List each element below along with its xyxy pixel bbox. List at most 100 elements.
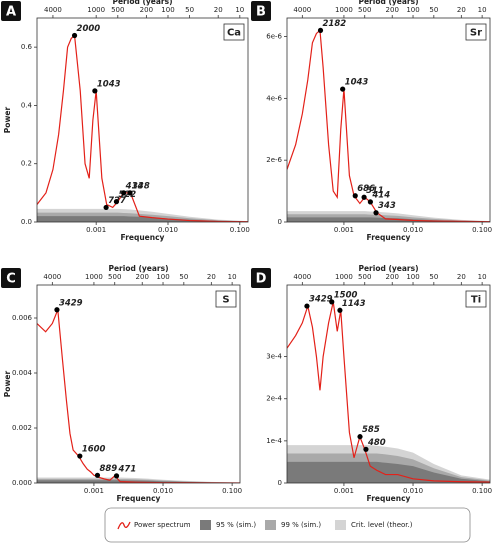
top-tick-label: 500 (358, 273, 371, 281)
top-axis-title: Period (years) (112, 0, 172, 6)
plot-frame (286, 17, 491, 223)
peak-marker (352, 193, 358, 199)
top-tick-label: 10 (478, 6, 487, 14)
top-tick-label: 50 (429, 273, 438, 281)
peak-marker (317, 27, 324, 33)
x-axis-title: Frequency (117, 494, 161, 503)
top-tick-label: 50 (185, 6, 194, 14)
legend-swatch (335, 520, 346, 530)
x-tick-label: 0.010 (153, 487, 173, 495)
top-tick-label: 10 (228, 273, 237, 281)
peak-marker (94, 472, 101, 478)
x-tick-label: 0.100 (472, 226, 492, 234)
panel-label: B (256, 5, 266, 20)
y-tick-label: 0.002 (12, 424, 32, 432)
legend-swatch (200, 520, 211, 530)
panel-badge (251, 268, 271, 288)
top-tick-label: 1000 (85, 273, 103, 281)
panel-badge (251, 1, 271, 21)
top-axis-title: Period (years) (358, 264, 418, 273)
significance-area (287, 461, 490, 483)
top-tick-label: 10 (478, 273, 487, 281)
element-label: S (222, 295, 229, 306)
peak-label: 1043 (97, 79, 121, 89)
y-axis-title: Power (3, 371, 12, 398)
top-tick-label: 4000 (293, 273, 311, 281)
y-tick-label: 0.2 (21, 160, 32, 168)
top-tick-label: 500 (108, 273, 121, 281)
legend-box (104, 507, 471, 543)
y-tick-label: 0.004 (12, 369, 33, 377)
peak-label: 511 (366, 186, 384, 196)
x-tick-label: 0.001 (334, 487, 354, 495)
plot-area (37, 309, 240, 483)
peak-marker (121, 190, 127, 196)
top-tick-label: 50 (429, 6, 438, 14)
top-tick-label: 20 (214, 6, 223, 14)
top-tick-label: 1000 (335, 273, 353, 281)
peak-marker (113, 473, 120, 479)
top-tick-label: 200 (386, 273, 399, 281)
y-tick-label: 2e-4 (266, 395, 282, 403)
x-axis-title: Frequency (367, 233, 411, 242)
peak-label: 889 (99, 464, 117, 474)
spectrum-line (287, 301, 490, 483)
x-tick-label: 0.010 (403, 487, 423, 495)
y-tick-label: 6e-6 (266, 33, 282, 41)
y-tick-label: 0 (278, 218, 282, 226)
x-axis-title: Frequency (367, 494, 411, 503)
top-tick-label: 1000 (335, 6, 353, 14)
peak-label: 3429 (309, 295, 333, 305)
peak-label: 471 (118, 464, 137, 474)
plot-frame (36, 17, 249, 223)
top-tick-label: 100 (406, 273, 419, 281)
y-tick-label: 0.006 (12, 314, 33, 322)
peak-label: 414 (125, 181, 144, 191)
peak-marker (71, 32, 78, 39)
peak-marker (329, 299, 335, 305)
top-tick-label: 4000 (44, 6, 62, 14)
peak-label: 3429 (59, 298, 83, 308)
top-tick-label: 100 (406, 6, 419, 14)
y-tick-label: 2e-6 (266, 156, 282, 164)
top-tick-label: 4000 (43, 273, 61, 281)
y-tick-label: 0.6 (21, 43, 33, 51)
peak-marker (363, 446, 369, 452)
x-axis-title: Frequency (121, 233, 165, 242)
peak-marker (113, 199, 120, 205)
x-tick-label: 0.001 (84, 487, 104, 495)
x-tick-label: 0.010 (403, 226, 423, 234)
top-tick-label: 500 (358, 6, 371, 14)
element-box (465, 290, 487, 308)
top-tick-label: 20 (207, 273, 216, 281)
peak-marker (54, 307, 60, 313)
y-tick-label: 3e-4 (266, 353, 282, 361)
peak-label: 686 (357, 184, 375, 194)
legend-label: 99 % (sim.) (281, 521, 321, 529)
legend-swatch (265, 520, 276, 530)
panel-label: D (256, 272, 267, 287)
panel-label: C (6, 272, 16, 287)
top-tick-label: 200 (136, 273, 149, 281)
peak-label: 480 (367, 438, 386, 448)
element-label: Ti (471, 295, 481, 306)
x-tick-label: 0.100 (472, 487, 492, 495)
x-tick-label: 0.100 (230, 226, 250, 234)
peak-marker (337, 307, 343, 313)
peak-label: 522 (118, 190, 136, 200)
x-tick-label: 0.001 (86, 226, 106, 234)
plot-area (37, 34, 248, 222)
peak-marker (127, 190, 133, 196)
element-label: Sr (470, 28, 482, 39)
top-tick-label: 50 (179, 273, 188, 281)
peak-marker (340, 86, 346, 92)
top-axis-title: Period (years) (358, 0, 418, 6)
top-tick-label: 100 (156, 273, 169, 281)
peak-label: 2182 (323, 19, 347, 29)
top-tick-label: 500 (111, 6, 124, 14)
peak-label: 1500 (334, 290, 358, 300)
legend-label: 95 % (sim.) (216, 521, 256, 529)
y-axis-title: Power (3, 107, 12, 134)
legend-label: Power spectrum (134, 521, 191, 529)
peak-marker (373, 210, 379, 216)
